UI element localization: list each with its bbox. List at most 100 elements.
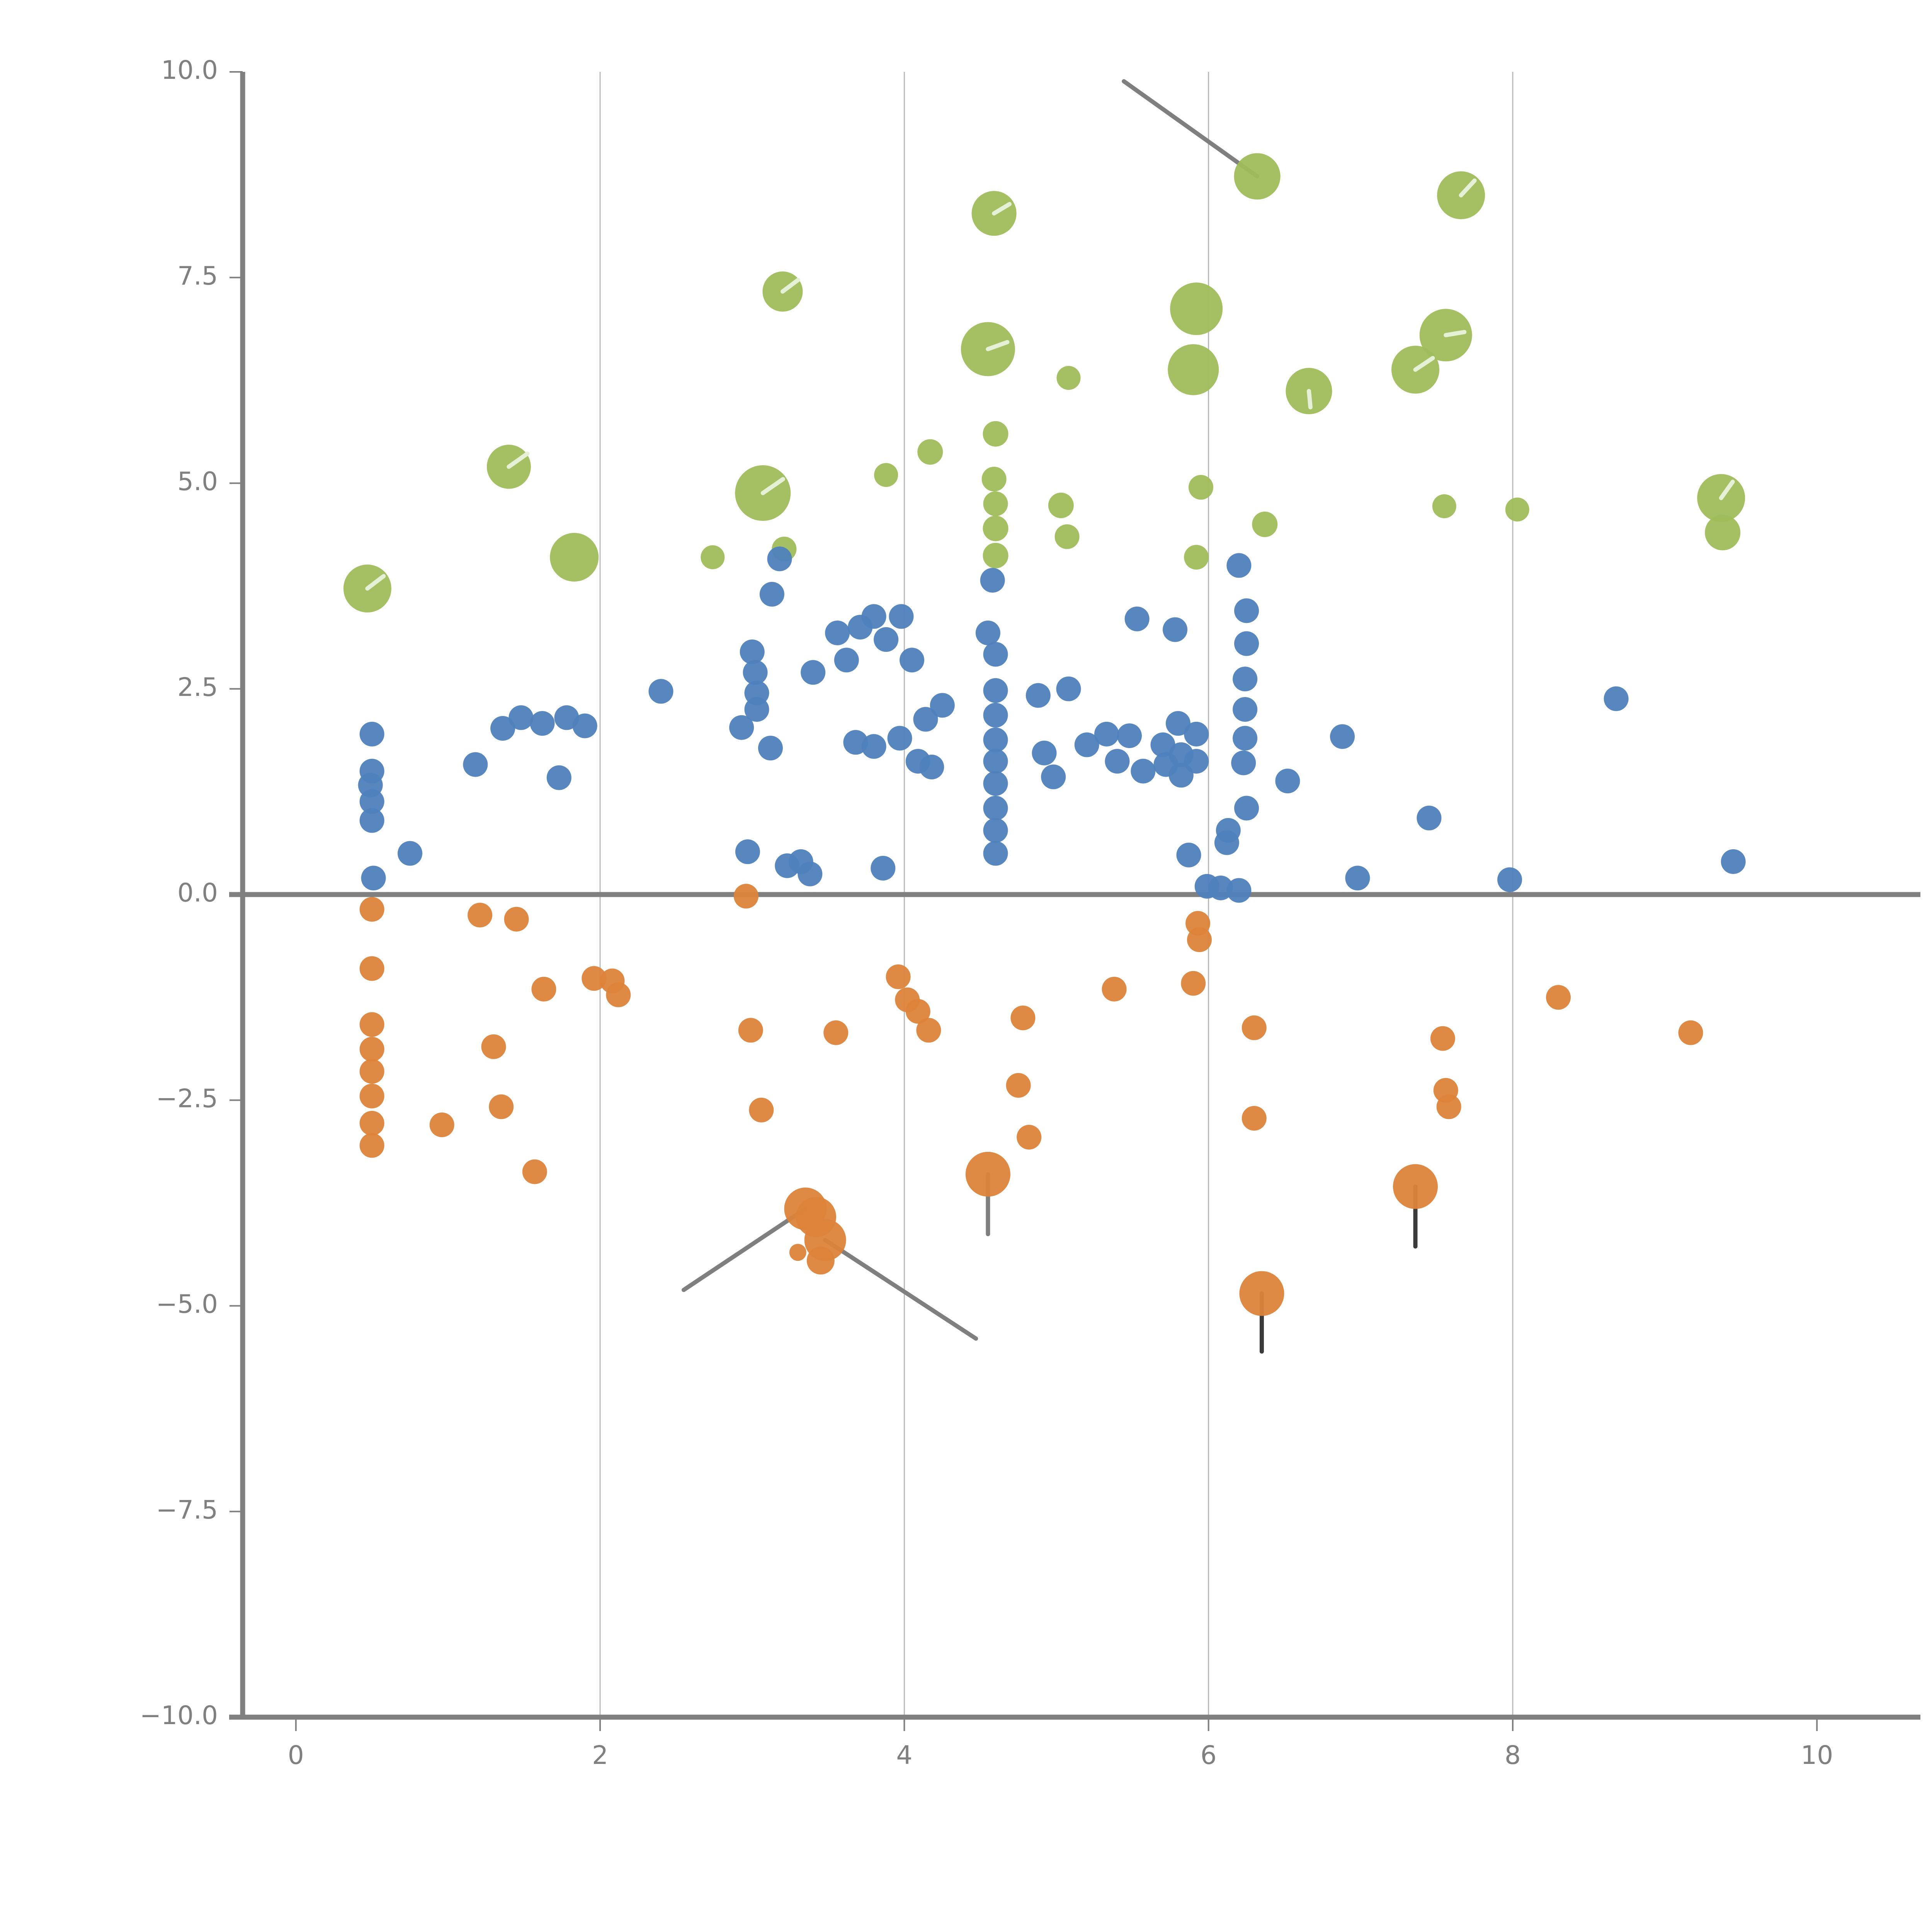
data-point-marker[interactable]	[359, 897, 384, 922]
data-point-marker[interactable]	[1505, 497, 1529, 522]
data-point-marker[interactable]	[530, 711, 555, 736]
data-point-marker[interactable]	[1234, 598, 1259, 623]
data-point-marker[interactable]	[981, 466, 1007, 492]
data-point-marker[interactable]	[1678, 1020, 1703, 1045]
data-point-marker[interactable]	[359, 1037, 384, 1062]
data-point-marker[interactable]	[983, 421, 1009, 447]
data-point-marker[interactable]	[983, 818, 1008, 843]
data-point-marker[interactable]	[919, 755, 944, 780]
data-point-marker[interactable]	[481, 1034, 506, 1059]
data-point-marker[interactable]	[1242, 1106, 1267, 1131]
data-point-marker[interactable]	[1208, 875, 1233, 900]
data-point-marker[interactable]	[1056, 366, 1081, 390]
data-point-marker[interactable]	[744, 697, 769, 722]
data-point-marker[interactable]	[1393, 1164, 1438, 1209]
data-point-marker[interactable]	[887, 726, 912, 751]
data-point-marker[interactable]	[1187, 927, 1212, 952]
data-point-marker[interactable]	[1233, 667, 1258, 692]
data-point-marker[interactable]	[359, 956, 384, 981]
data-point-marker[interactable]	[1721, 849, 1746, 874]
data-point-marker[interactable]	[983, 841, 1008, 866]
data-point-marker[interactable]	[359, 1111, 384, 1136]
data-point-marker[interactable]	[983, 491, 1008, 516]
data-point-marker[interactable]	[359, 721, 384, 747]
data-point-marker[interactable]	[1417, 806, 1442, 831]
data-point-marker[interactable]	[359, 1012, 384, 1037]
data-point-marker[interactable]	[1124, 606, 1150, 631]
data-point-marker[interactable]	[767, 546, 792, 571]
data-point-marker[interactable]	[359, 1133, 384, 1158]
data-point-marker[interactable]	[801, 660, 826, 685]
data-point-marker[interactable]	[531, 976, 556, 1002]
data-point-marker[interactable]	[1094, 721, 1119, 747]
data-point-marker[interactable]	[758, 736, 783, 761]
data-point-marker[interactable]	[930, 693, 955, 718]
data-point-marker[interactable]	[1131, 759, 1156, 784]
data-point-marker[interactable]	[1242, 1015, 1267, 1040]
data-point-marker[interactable]	[1234, 796, 1259, 821]
data-point-marker[interactable]	[522, 1159, 547, 1184]
data-point-marker[interactable]	[361, 866, 386, 891]
data-point-marker[interactable]	[1048, 492, 1074, 518]
data-point-marker[interactable]	[874, 463, 898, 487]
data-point-marker[interactable]	[983, 796, 1008, 821]
data-point-marker[interactable]	[749, 1097, 774, 1122]
data-point-marker[interactable]	[468, 903, 493, 928]
data-point-marker[interactable]	[983, 702, 1008, 728]
data-point-marker[interactable]	[648, 679, 673, 704]
data-point-marker[interactable]	[582, 966, 607, 991]
data-point-marker[interactable]	[886, 964, 911, 989]
data-point-marker[interactable]	[572, 713, 597, 738]
data-point-marker[interactable]	[1102, 976, 1127, 1002]
data-point-marker[interactable]	[871, 855, 896, 881]
data-point-marker[interactable]	[1231, 750, 1256, 776]
data-point-marker[interactable]	[463, 752, 488, 777]
data-point-marker[interactable]	[1226, 553, 1252, 578]
data-point-marker[interactable]	[983, 678, 1008, 703]
data-point-marker[interactable]	[1105, 749, 1130, 774]
data-point-marker[interactable]	[983, 515, 1009, 541]
data-point-marker[interactable]	[489, 1094, 514, 1119]
data-point-marker[interactable]	[823, 1020, 849, 1045]
data-point-marker[interactable]	[889, 604, 914, 629]
data-point-marker[interactable]	[1546, 985, 1571, 1010]
data-point-marker[interactable]	[834, 648, 859, 673]
data-point-marker[interactable]	[359, 1059, 384, 1084]
data-point-marker[interactable]	[913, 707, 938, 732]
data-point-marker[interactable]	[1168, 344, 1219, 395]
data-point-marker[interactable]	[861, 604, 886, 629]
data-point-marker[interactable]	[806, 1247, 835, 1275]
data-point-marker[interactable]	[743, 660, 768, 685]
data-point-marker[interactable]	[359, 1083, 384, 1109]
data-point-marker[interactable]	[1117, 723, 1142, 748]
data-point-marker[interactable]	[735, 839, 760, 864]
data-point-marker[interactable]	[825, 620, 850, 645]
data-point-marker[interactable]	[550, 533, 599, 582]
data-point-marker[interactable]	[1006, 1073, 1031, 1098]
data-point-marker[interactable]	[359, 808, 384, 833]
data-point-marker[interactable]	[546, 765, 571, 790]
data-point-marker[interactable]	[1705, 515, 1741, 551]
data-point-marker[interactable]	[1010, 1005, 1036, 1031]
data-point-marker[interactable]	[740, 639, 765, 664]
data-point-marker[interactable]	[1432, 494, 1456, 519]
data-point-marker[interactable]	[1275, 769, 1300, 794]
data-point-marker[interactable]	[1234, 631, 1259, 656]
data-point-marker[interactable]	[905, 999, 930, 1024]
data-point-marker[interactable]	[733, 884, 759, 909]
data-point-marker[interactable]	[983, 749, 1008, 774]
data-point-marker[interactable]	[900, 648, 925, 673]
data-point-marker[interactable]	[789, 1244, 806, 1261]
data-point-marker[interactable]	[983, 727, 1008, 752]
data-point-marker[interactable]	[983, 642, 1008, 667]
data-point-marker[interactable]	[1226, 878, 1252, 903]
data-point-marker[interactable]	[1181, 971, 1206, 996]
data-point-marker[interactable]	[861, 734, 886, 759]
data-point-marker[interactable]	[1176, 842, 1201, 867]
data-point-marker[interactable]	[1239, 1271, 1284, 1316]
data-point-marker[interactable]	[917, 439, 943, 465]
data-point-marker[interactable]	[874, 627, 899, 652]
data-point-marker[interactable]	[1184, 749, 1209, 774]
data-point-marker[interactable]	[1026, 683, 1051, 708]
data-point-marker[interactable]	[729, 715, 754, 740]
